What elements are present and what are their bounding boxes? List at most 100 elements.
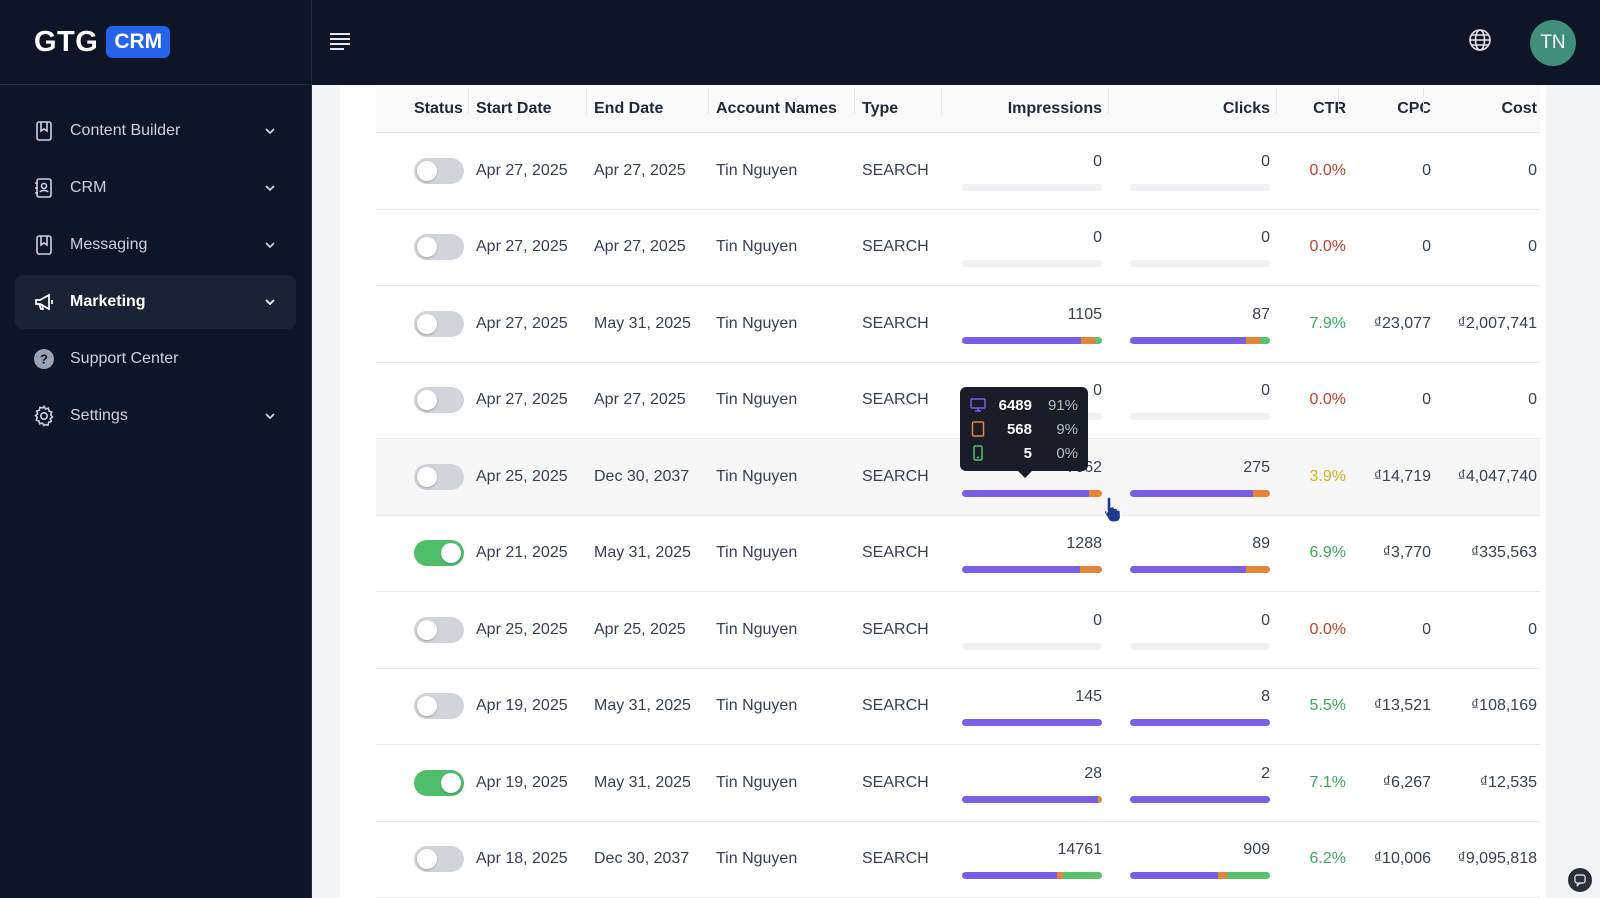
impressions-cell: 1288 [949, 533, 1116, 574]
clicks-device-bar[interactable] [1130, 413, 1270, 421]
column-header-end-date[interactable]: End Date [586, 87, 716, 118]
language-globe-icon[interactable] [1468, 28, 1492, 52]
cost-value: ₫335,563 [1470, 544, 1537, 562]
cpc-value: ₫14,719 [1373, 467, 1431, 485]
column-header-type[interactable]: Type [854, 87, 949, 118]
table-row[interactable]: Apr 19, 2025 May 31, 2025 Tin Nguyen SEARCH… [376, 745, 1540, 822]
table-row[interactable]: Apr 19, 2025 May 31, 2025 Tin Nguyen SEARCH… [376, 669, 1540, 745]
chevron-down-icon[interactable] [264, 125, 276, 137]
sidebar-item-crm[interactable]: CRM [15, 161, 296, 215]
impressions-cell: 1105 [949, 304, 1116, 344]
status-toggle[interactable] [414, 540, 464, 567]
status-cell [376, 693, 476, 720]
status-toggle[interactable] [414, 463, 464, 490]
status-toggle[interactable] [414, 769, 464, 796]
start-date: Apr 21, 2025 [476, 544, 568, 562]
chevron-down-icon[interactable] [264, 182, 276, 194]
column-header-clicks[interactable]: Clicks [1108, 87, 1284, 118]
table-row[interactable]: Apr 27, 2025 Apr 27, 2025 Tin Nguyen SEARCH… [376, 363, 1540, 439]
clicks-device-bar[interactable] [1130, 489, 1270, 497]
campaign-type: SEARCH [862, 850, 929, 868]
sidebar-item-content-builder[interactable]: Content Builder [15, 104, 296, 158]
account-name: Tin Nguyen [716, 391, 798, 409]
column-header-cost[interactable]: Cost [1423, 87, 1537, 118]
status-toggle[interactable] [414, 310, 464, 337]
table-row[interactable]: Apr 27, 2025 Apr 27, 2025 Tin Nguyen SEARCH… [376, 133, 1540, 210]
status-toggle[interactable] [414, 234, 464, 261]
toggle-knob [441, 543, 461, 564]
clicks-device-bar[interactable] [1130, 183, 1270, 191]
impressions-cell: 28 [949, 763, 1116, 803]
cpc-value: ₫23,077 [1373, 314, 1431, 332]
cpc-value: 0 [1422, 238, 1431, 256]
brand-logo[interactable]: GTG CRM [0, 0, 311, 85]
clicks-device-bar[interactable] [1130, 336, 1270, 344]
impressions-value: 0 [1093, 382, 1102, 400]
user-avatar[interactable]: TN [1530, 20, 1576, 66]
status-toggle[interactable] [414, 387, 464, 414]
column-header-cpc[interactable]: CPC [1338, 87, 1431, 118]
account-name: Tin Nguyen [716, 697, 798, 715]
status-toggle[interactable] [414, 157, 464, 184]
column-header-account-names[interactable]: Account Names [708, 87, 862, 118]
sidebar-item-support-center[interactable]: ? Support Center [15, 332, 296, 386]
impressions-device-bar[interactable] [962, 719, 1102, 727]
impressions-device-bar[interactable] [962, 642, 1102, 650]
impressions-device-bar[interactable] [962, 566, 1102, 574]
impressions-device-bar[interactable] [962, 872, 1102, 880]
chevron-down-icon[interactable] [264, 239, 276, 251]
column-header-impressions[interactable]: Impressions [941, 87, 1116, 118]
chevron-down-icon[interactable] [264, 410, 276, 422]
table-row[interactable]: Apr 25, 2025 Dec 30, 2037 Tin Nguyen SEARCH… [376, 439, 1540, 516]
sidebar-item-marketing[interactable]: Marketing [15, 275, 296, 329]
campaign-panel: Status Start Date End Date Account Names Typ… [340, 85, 1546, 898]
status-toggle[interactable] [414, 616, 464, 643]
clicks-cell: 0 [1116, 610, 1284, 650]
impressions-cell: 0 [949, 151, 1116, 191]
clicks-cell: 909 [1116, 839, 1284, 880]
ctr-value: 0.0% [1309, 161, 1346, 179]
chat-support-icon[interactable] [1568, 868, 1592, 892]
impressions-device-bar[interactable] [962, 336, 1102, 344]
device-breakdown-tooltip: 6489 91% 568 9% 5 0% [960, 387, 1088, 478]
column-header-start-date[interactable]: Start Date [468, 87, 594, 118]
start-date: Apr 18, 2025 [476, 850, 568, 868]
impressions-device-bar[interactable] [962, 183, 1102, 191]
table-row[interactable]: Apr 25, 2025 Apr 25, 2025 Tin Nguyen SEARCH… [376, 592, 1540, 669]
column-header-status[interactable]: Status [414, 99, 463, 117]
account-name: Tin Nguyen [716, 238, 798, 256]
menu-toggle-icon[interactable] [328, 30, 352, 52]
clicks-device-bar[interactable] [1130, 260, 1270, 268]
pointer-cursor-icon [1100, 495, 1126, 523]
ctr-value: 7.9% [1309, 314, 1346, 332]
chevron-down-icon[interactable] [264, 296, 276, 308]
cpc-value: ₫6,267 [1382, 773, 1431, 791]
clicks-device-bar[interactable] [1130, 719, 1270, 727]
table-row[interactable]: Apr 27, 2025 May 31, 2025 Tin Nguyen SEARCH… [376, 286, 1540, 363]
clicks-device-bar[interactable] [1130, 872, 1270, 880]
desktop-share [1130, 795, 1270, 803]
sidebar: GTG CRM Content Builder CRM Messaging Marke… [0, 0, 312, 898]
clicks-device-bar[interactable] [1130, 566, 1270, 574]
toggle-knob [417, 849, 437, 870]
clicks-device-bar[interactable] [1130, 795, 1270, 803]
tooltip-row: 568 9% [970, 417, 1078, 441]
cost-value: 0 [1528, 620, 1537, 638]
impressions-device-bar[interactable] [962, 795, 1102, 803]
clicks-device-bar[interactable] [1130, 642, 1270, 650]
status-cell [376, 846, 476, 873]
table-row[interactable]: Apr 18, 2025 Dec 30, 2037 Tin Nguyen SEARCH… [376, 822, 1540, 898]
sidebar-item-messaging[interactable]: Messaging [15, 218, 296, 272]
brand-name: GTG [34, 25, 99, 58]
table-row[interactable]: Apr 27, 2025 Apr 27, 2025 Tin Nguyen SEARCH… [376, 210, 1540, 286]
campaign-type: SEARCH [862, 773, 929, 791]
sidebar-item-settings[interactable]: Settings [15, 389, 296, 443]
impressions-device-bar[interactable] [962, 260, 1102, 268]
clicks-cell: 89 [1116, 533, 1284, 574]
column-header-ctr[interactable]: CTR [1276, 87, 1346, 118]
tooltip-percent: 0% [1056, 444, 1078, 462]
status-toggle[interactable] [414, 693, 464, 720]
table-row[interactable]: Apr 21, 2025 May 31, 2025 Tin Nguyen SEARCH… [376, 516, 1540, 592]
status-toggle[interactable] [414, 846, 464, 873]
impressions-device-bar[interactable] [962, 489, 1102, 497]
